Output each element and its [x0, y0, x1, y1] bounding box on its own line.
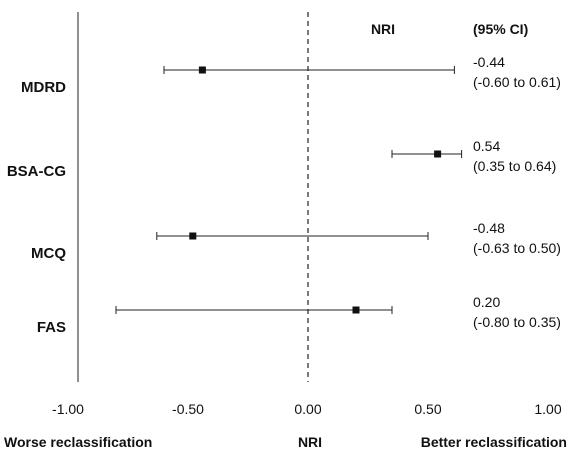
x-tick-label: 1.00 [534, 401, 561, 417]
x-label-better: Better reclassification [421, 434, 567, 450]
ci-value-fas: (-0.80 to 0.35) [473, 314, 561, 330]
forest-rows: MDRD -0.44 (-0.60 to 0.61) BSA-CG 0.54 (0.35 … [7, 54, 561, 336]
point-estimate-mcq [189, 232, 197, 240]
row-label-bsa-cg: BSA-CG [7, 163, 66, 180]
point-estimate-bsa-cg [434, 150, 442, 158]
row-label-mdrd: MDRD [21, 79, 66, 96]
estimate-value-fas: 0.20 [473, 294, 500, 310]
x-tick-label: 0.00 [294, 401, 321, 417]
estimate-value-bsa-cg: 0.54 [473, 138, 500, 154]
ci-value-bsa-cg: (0.35 to 0.64) [473, 158, 556, 174]
estimate-column-header: NRI [371, 21, 395, 37]
estimate-value-mcq: -0.48 [473, 220, 505, 236]
x-tick-label: -1.00 [52, 401, 84, 417]
x-label-center: NRI [298, 434, 322, 450]
point-estimate-mdrd [198, 66, 206, 74]
row-label-mcq: MCQ [31, 245, 66, 262]
x-axis-ticks: -1.00 -0.50 0.00 0.50 1.00 [52, 401, 562, 417]
x-label-worse: Worse reclassification [4, 434, 152, 450]
x-tick-label: 0.50 [414, 401, 441, 417]
row-label-fas: FAS [37, 319, 66, 336]
ci-value-mdrd: (-0.60 to 0.61) [473, 74, 561, 90]
x-tick-label: -0.50 [172, 401, 204, 417]
point-estimate-fas [352, 306, 360, 314]
ci-value-mcq: (-0.63 to 0.50) [473, 240, 561, 256]
ci-column-header: (95% CI) [473, 21, 528, 37]
estimate-value-mdrd: -0.44 [473, 54, 505, 70]
